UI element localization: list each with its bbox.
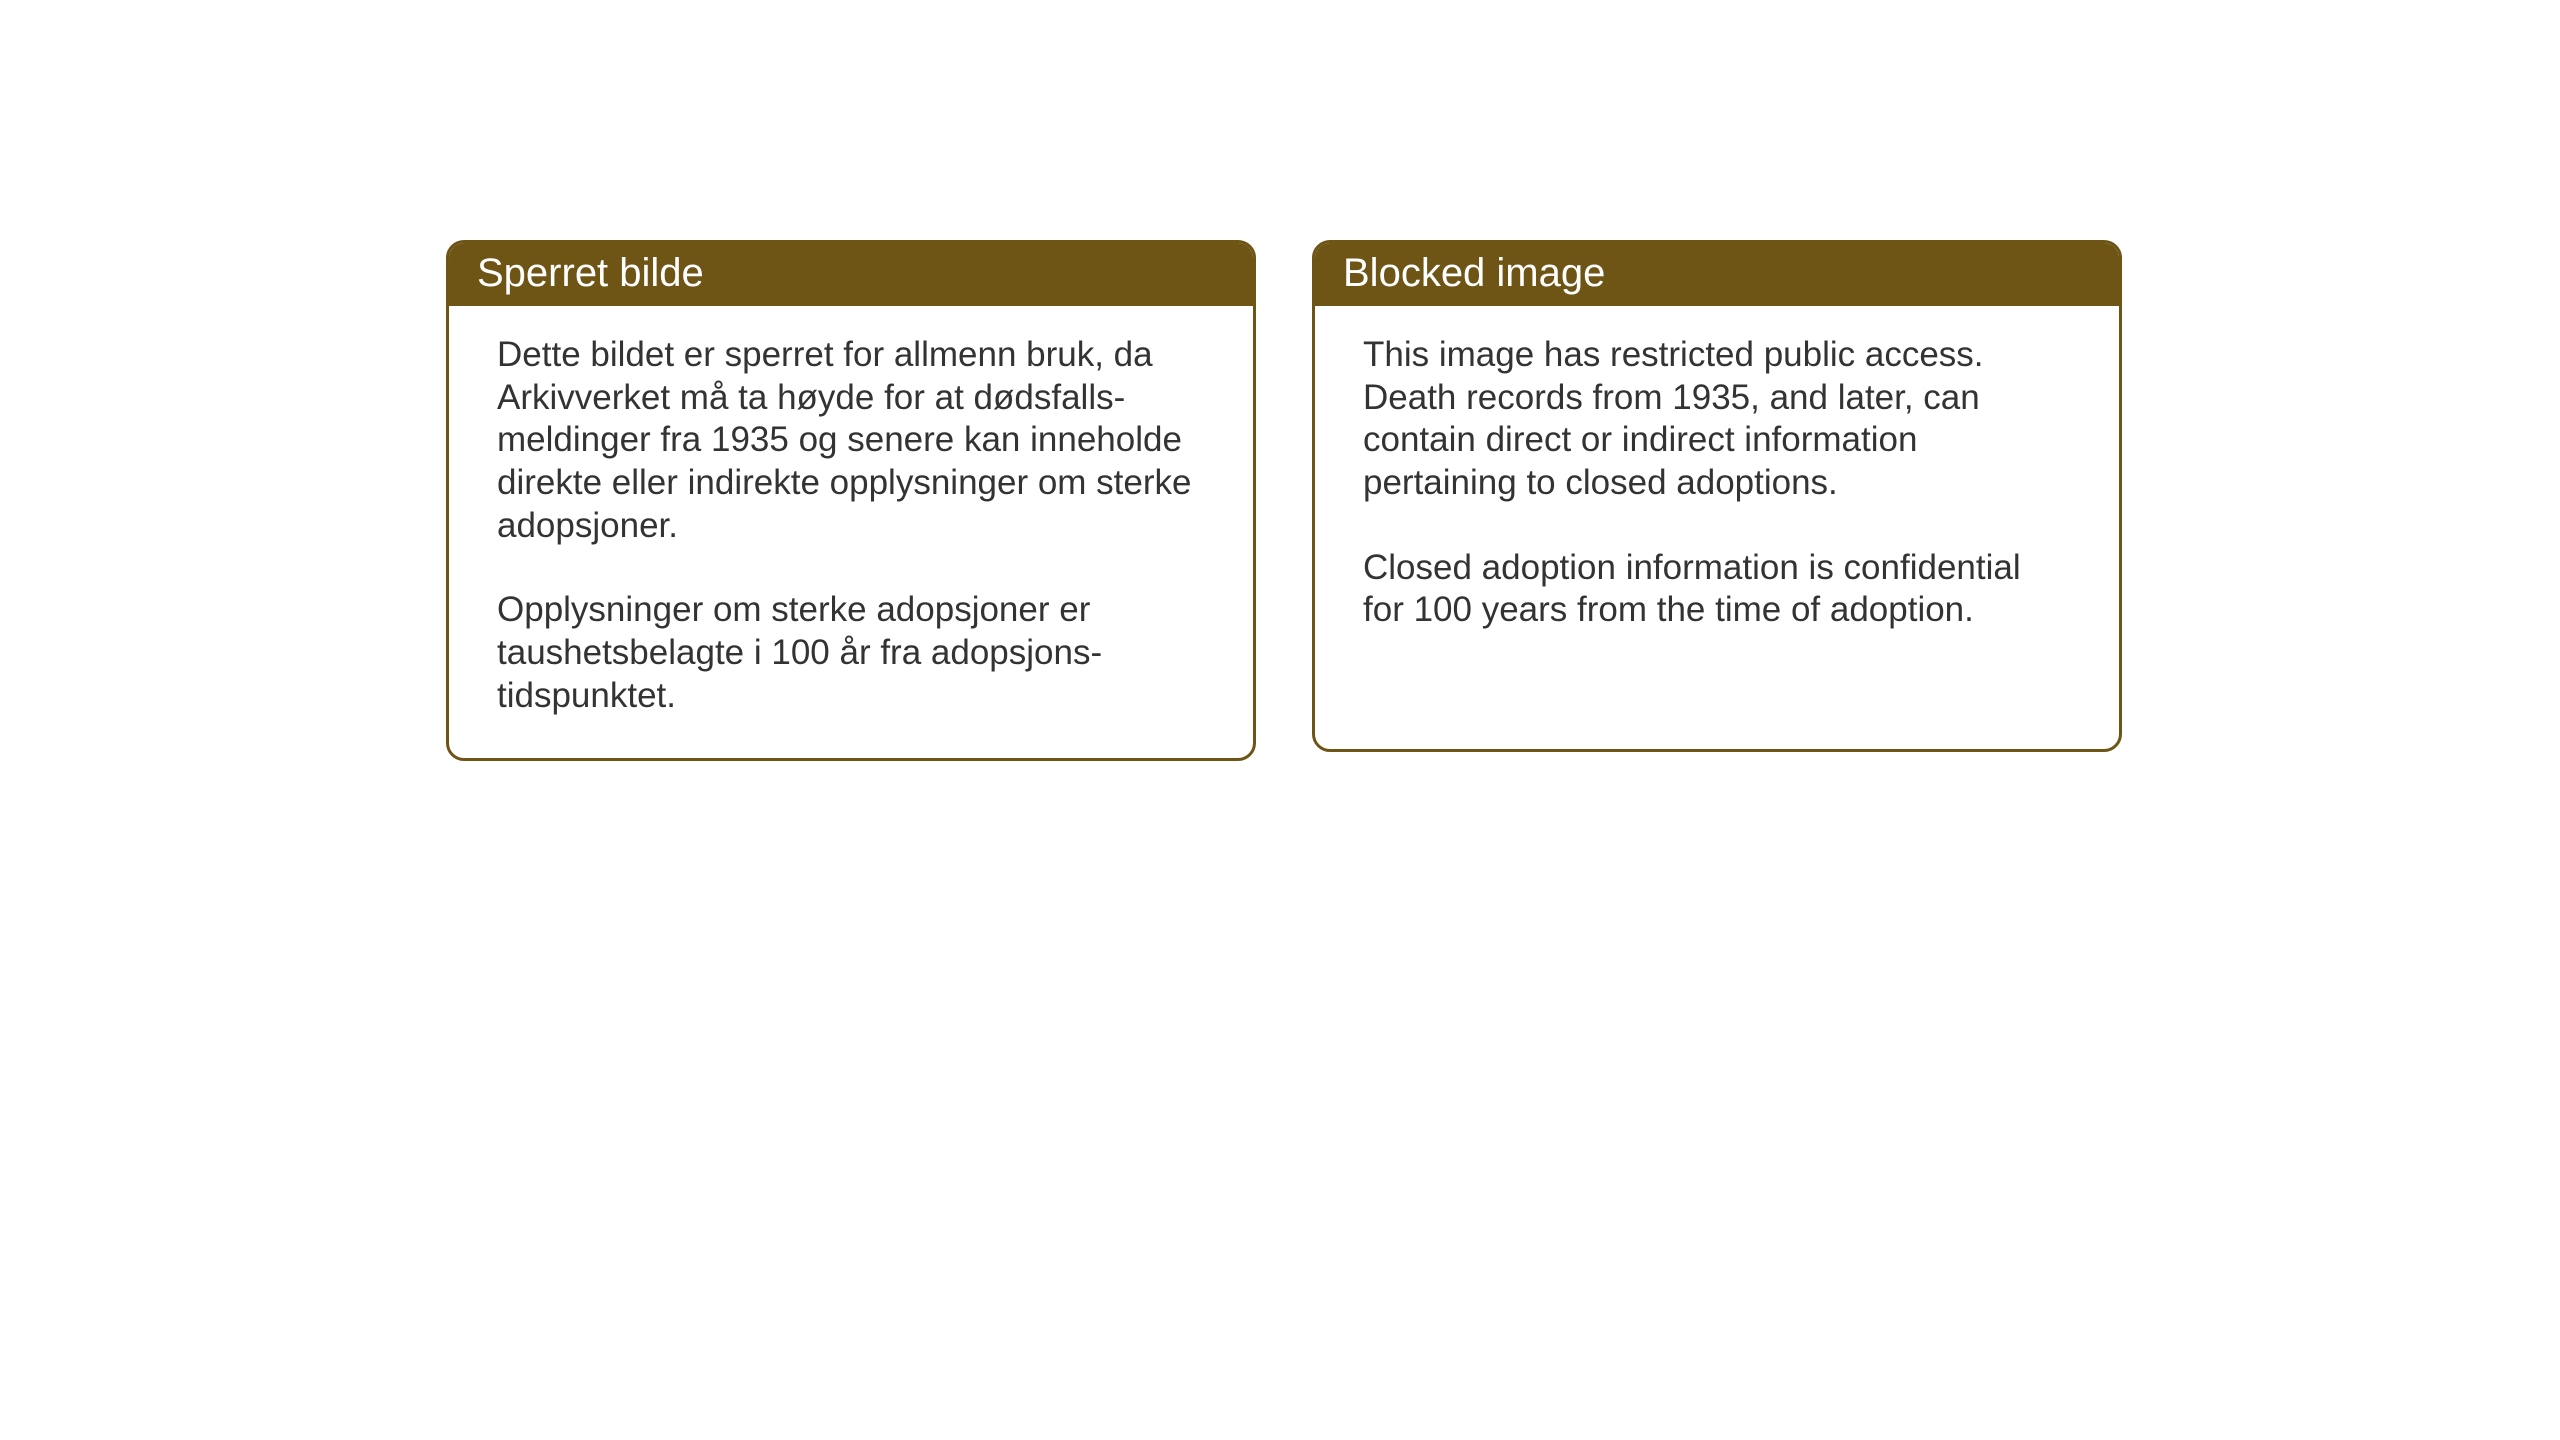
card-title-english: Blocked image bbox=[1343, 251, 1605, 295]
card-paragraph-2-norwegian: Opplysninger om sterke adopsjoner er tau… bbox=[497, 589, 1205, 717]
card-body-norwegian: Dette bildet er sperret for allmenn bruk… bbox=[449, 306, 1253, 758]
card-norwegian: Sperret bilde Dette bildet er sperret fo… bbox=[446, 240, 1256, 761]
card-header-norwegian: Sperret bilde bbox=[449, 243, 1253, 306]
cards-container: Sperret bilde Dette bildet er sperret fo… bbox=[446, 240, 2122, 761]
card-paragraph-1-english: This image has restricted public access.… bbox=[1363, 334, 2071, 505]
card-title-norwegian: Sperret bilde bbox=[477, 251, 704, 295]
card-paragraph-2-english: Closed adoption information is confident… bbox=[1363, 547, 2071, 632]
card-english: Blocked image This image has restricted … bbox=[1312, 240, 2122, 752]
card-body-english: This image has restricted public access.… bbox=[1315, 306, 2119, 672]
card-header-english: Blocked image bbox=[1315, 243, 2119, 306]
card-paragraph-1-norwegian: Dette bildet er sperret for allmenn bruk… bbox=[497, 334, 1205, 547]
